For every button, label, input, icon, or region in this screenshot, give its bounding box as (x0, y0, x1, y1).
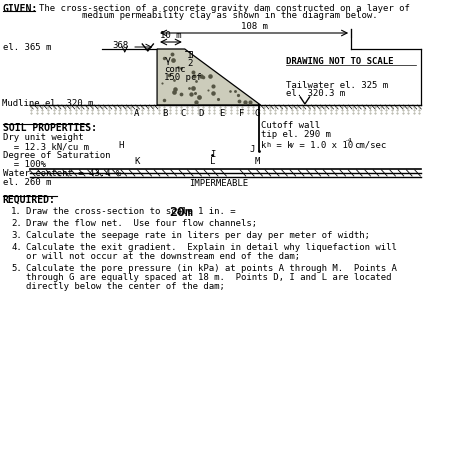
Text: through G are equally spaced at 18 m.  Points D, I and L are located: through G are equally spaced at 18 m. Po… (26, 273, 392, 282)
Text: cm/sec: cm/sec (354, 141, 386, 150)
Text: Mudline el. 320 m: Mudline el. 320 m (2, 99, 93, 108)
Text: B: B (162, 109, 167, 118)
Text: I: I (210, 150, 215, 159)
Text: h: h (266, 142, 270, 148)
Text: G: G (254, 109, 260, 118)
Text: v: v (289, 142, 293, 148)
Text: -4: -4 (345, 138, 352, 143)
Text: 5.: 5. (11, 264, 22, 273)
Text: 20m: 20m (169, 206, 193, 219)
Text: el. 320.3 m: el. 320.3 m (286, 89, 346, 98)
Text: = k: = k (271, 141, 292, 150)
Text: Dry unit weight: Dry unit weight (3, 133, 83, 142)
Text: 108 m: 108 m (241, 22, 267, 31)
Text: γ: γ (164, 55, 171, 65)
Polygon shape (157, 49, 261, 105)
Text: 2.: 2. (11, 219, 22, 228)
Text: 1.: 1. (11, 207, 22, 216)
Text: 150 pcf: 150 pcf (164, 72, 202, 82)
Text: SOIL PROPERTIES:: SOIL PROPERTIES: (3, 123, 97, 133)
Text: Cutoff wall: Cutoff wall (262, 121, 320, 130)
Text: k: k (262, 141, 267, 150)
Text: Calculate the exit gradient.  Explain in detail why liquefaction will: Calculate the exit gradient. Explain in … (26, 243, 397, 252)
Text: Degree of Saturation: Degree of Saturation (3, 151, 110, 160)
Text: 10 m: 10 m (160, 31, 182, 40)
Text: Water content = 43.4 %: Water content = 43.4 % (3, 169, 121, 178)
Text: Draw the flow net.  Use four flow channels;: Draw the flow net. Use four flow channel… (26, 219, 257, 228)
Text: The cross-section of a concrete gravity dam constructed on a layer of: The cross-section of a concrete gravity … (39, 4, 410, 13)
Text: = 12.3 kN/cu m: = 12.3 kN/cu m (3, 142, 89, 151)
Text: medium permeability clay as shown in the diagram below.: medium permeability clay as shown in the… (39, 11, 377, 20)
Text: = 100%: = 100% (3, 160, 46, 169)
Text: D: D (199, 109, 204, 118)
Text: conc: conc (164, 64, 186, 73)
Text: Calculate the seepage rate in liters per day per meter of width;: Calculate the seepage rate in liters per… (26, 231, 370, 240)
Text: IMPERMEABLE: IMPERMEABLE (190, 179, 248, 188)
Text: H: H (118, 141, 124, 150)
Text: A: A (134, 109, 139, 118)
Text: L: L (210, 157, 215, 166)
Text: directly below the center of the dam;: directly below the center of the dam; (26, 282, 225, 291)
Text: E: E (219, 109, 224, 118)
Text: = 1.0 x 10: = 1.0 x 10 (294, 141, 353, 150)
Text: or will not occur at the downstream end of the dam;: or will not occur at the downstream end … (26, 252, 300, 261)
Text: M: M (254, 157, 260, 166)
Text: 4.: 4. (11, 243, 22, 252)
Text: REQUIRED:: REQUIRED: (3, 195, 55, 205)
Text: DRAWING NOT TO SCALE: DRAWING NOT TO SCALE (286, 57, 394, 66)
Text: GIVEN:: GIVEN: (3, 4, 38, 14)
Text: Draw the cross-section to scale 1 in. =: Draw the cross-section to scale 1 in. = (26, 207, 241, 216)
Text: J: J (250, 144, 255, 154)
Text: C: C (180, 109, 186, 118)
Text: el. 365 m: el. 365 m (3, 43, 51, 52)
Text: 368: 368 (112, 41, 128, 50)
Text: 3.: 3. (11, 231, 22, 240)
Text: Tailwater el. 325 m: Tailwater el. 325 m (286, 80, 389, 90)
Text: 1: 1 (187, 51, 192, 60)
Text: F: F (239, 109, 245, 118)
Text: K: K (134, 157, 139, 166)
Text: 2: 2 (188, 59, 193, 68)
Text: tip el. 290 m: tip el. 290 m (262, 130, 331, 139)
Text: el. 260 m: el. 260 m (3, 178, 51, 187)
Text: Calculate the pore pressure (in kPa) at points A through M.  Points A: Calculate the pore pressure (in kPa) at … (26, 264, 397, 273)
